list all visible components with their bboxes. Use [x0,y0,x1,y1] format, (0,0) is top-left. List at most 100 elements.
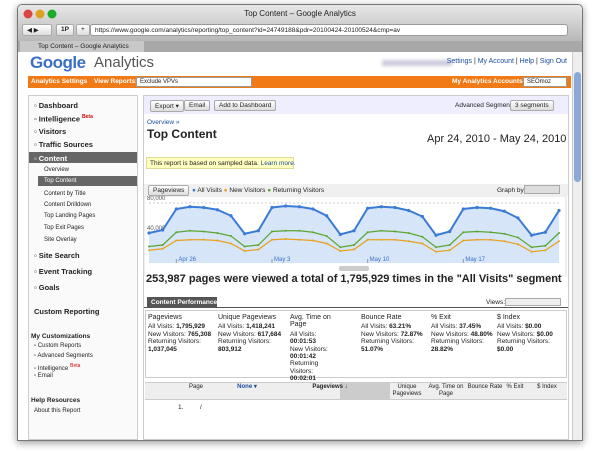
new-tab-button[interactable]: + [76,24,90,36]
customization-item[interactable]: ▫ Intelligence Beta [34,363,81,372]
y-tick-label: 40,000 [147,226,166,232]
customization-label[interactable]: Intelligence [37,366,69,372]
nav-label[interactable]: Visitors [38,127,67,136]
nav-item[interactable]: ▫ Goals [34,283,60,292]
nav-item[interactable]: ▫ Intelligence Beta [34,114,93,124]
column-header[interactable]: Unique Pageviews [392,384,422,397]
logo-google: Google [30,53,86,72]
legend-swatch: ● [221,187,230,194]
export-button[interactable]: Export ▾ [150,100,184,112]
help-link[interactable]: About this Report [34,408,81,414]
account-select[interactable]: SEOmoz [523,77,567,87]
nav-item[interactable]: Content Drilldown [44,202,91,208]
nav-label[interactable]: Event Tracking [38,267,93,276]
customization-label[interactable]: Advanced Segments [37,353,93,359]
metric-row-label: Returning Visitors: [218,338,271,346]
back-forward[interactable]: ◀ ▶ [22,24,52,36]
header-link[interactable]: Settings [446,58,472,65]
column-header[interactable]: Bounce Rate [467,384,503,390]
summary: 253,987 pages were viewed a total of 1,7… [146,273,562,285]
data-point [462,239,465,242]
header-link[interactable]: My Account [477,58,514,65]
column-header[interactable]: Avg. Time on Page [428,384,464,397]
table-cell: / [200,404,202,411]
nav-item[interactable]: ▫ Event Tracking [34,267,93,276]
header-link[interactable]: Help [519,58,535,65]
nav-item[interactable]: ▫ Traffic Sources [34,140,93,149]
nav-label[interactable]: Dashboard [38,101,78,110]
address-bar[interactable]: https://www.google.com/analytics/reporti… [90,24,568,36]
tab-rule [144,307,568,308]
nav-label[interactable]: Site Search [38,251,80,260]
window-controls[interactable] [22,8,62,20]
column-header[interactable]: Page [188,384,203,390]
nav-item[interactable]: Site Overlay [44,237,77,243]
date-range[interactable]: Apr 24, 2010 - May 24, 2010 [427,133,567,145]
nav-label[interactable]: Content [38,154,68,163]
data-point [339,250,342,252]
data-point [462,231,465,234]
metric-row-value: 72.87% [400,330,423,338]
data-point [229,214,233,218]
dashboard-button[interactable]: Add to Dashboard [214,100,277,111]
performance-tab[interactable]: Content Performance [147,297,217,308]
nav-item[interactable]: Overview [44,167,69,173]
tab[interactable]: Top Content – Google Analytics [20,41,144,52]
nav-label[interactable]: Content Drilldown [44,202,92,208]
nav-label[interactable]: Top Landing Pages [44,213,96,219]
nav-label[interactable]: Traffic Sources [38,140,93,149]
column-header[interactable]: % Exit [506,384,524,390]
data-point [271,238,273,241]
legend-label[interactable]: All Visits [197,187,222,194]
customization-item[interactable]: ▫ Custom Reports [34,343,82,349]
nav-label[interactable]: Intelligence [38,114,81,124]
onepassword-button[interactable]: 1P [56,24,74,36]
customization-item[interactable]: ▫ Email [34,373,53,379]
scroll-thumb[interactable] [574,72,581,182]
legend-label[interactable]: New Visitors [229,187,266,194]
customization-label[interactable]: Custom Reports [37,343,82,349]
view-buttons[interactable] [505,298,561,306]
nav-item[interactable]: Top Content [44,178,76,184]
nav-item[interactable]: ▫ Dashboard [34,101,78,110]
metric: Avg. Time on Page All Visits: 00:01:53 New… [290,314,340,383]
profile-select[interactable]: Exclude VPVs [136,77,252,87]
metric-label: Bounce Rate [361,314,402,321]
data-point [338,232,342,237]
view-reports-label: View Reports: [94,78,138,85]
column-header[interactable]: $ Index [537,384,557,390]
metric-select[interactable]: Pageviews [148,185,190,196]
data-point [202,230,205,233]
column-header[interactable]: Pageviews ↓ [312,384,348,390]
scrollbar[interactable] [572,52,582,440]
nav-item[interactable]: ▫ Visitors [34,127,67,136]
analytics-settings[interactable]: Analytics Settings [31,78,88,85]
custom-reporting[interactable]: Custom Reporting [34,307,100,316]
legend-label[interactable]: Returning Visitors [272,187,325,194]
graph-by-buttons[interactable] [524,185,560,194]
data-point [284,204,288,208]
customization-label[interactable]: Email [37,373,53,379]
nav-label[interactable]: Site Overlay [44,237,77,243]
learn-more[interactable]: Learn more. [260,160,296,167]
header-link[interactable]: Sign Out [539,58,567,65]
data-point [312,231,314,234]
nav-label[interactable]: Top Exit Pages [44,225,85,231]
data-point [530,250,533,253]
nav-label[interactable]: Content by Title [44,191,86,197]
nav-item[interactable]: Top Landing Pages [44,213,95,219]
nav-item[interactable]: Content by Title [44,191,86,197]
nav-item[interactable]: ▫ Site Search [34,251,80,260]
nav-label[interactable]: Overview [44,167,70,173]
sorted-column [340,382,390,400]
segments-button[interactable]: 3 segments [510,100,554,111]
customization-item[interactable]: ▫ Advanced Segments [34,353,93,359]
breadcrumb[interactable]: Overview » [147,119,180,126]
email-button[interactable]: Email [184,100,211,111]
data-point [434,233,438,237]
nav-item[interactable]: Top Exit Pages [44,225,84,231]
nav-label[interactable]: Goals [38,283,60,292]
nav-item[interactable]: ▫ Content [34,154,68,163]
nav-label[interactable]: Top Content [44,178,77,184]
column-header[interactable]: None ▾ [237,384,257,390]
